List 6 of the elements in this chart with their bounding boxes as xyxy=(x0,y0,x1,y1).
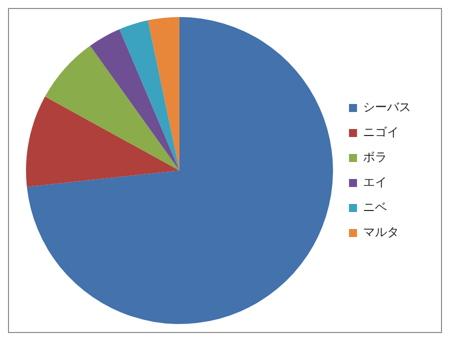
legend-label: マルタ xyxy=(363,225,399,240)
legend-label: ニベ xyxy=(363,200,387,214)
legend-label: エイ xyxy=(363,175,387,190)
legend-label: シーバス xyxy=(363,100,411,114)
legend-label: ニゴイ xyxy=(363,125,399,140)
legend-label: ボラ xyxy=(363,150,387,164)
